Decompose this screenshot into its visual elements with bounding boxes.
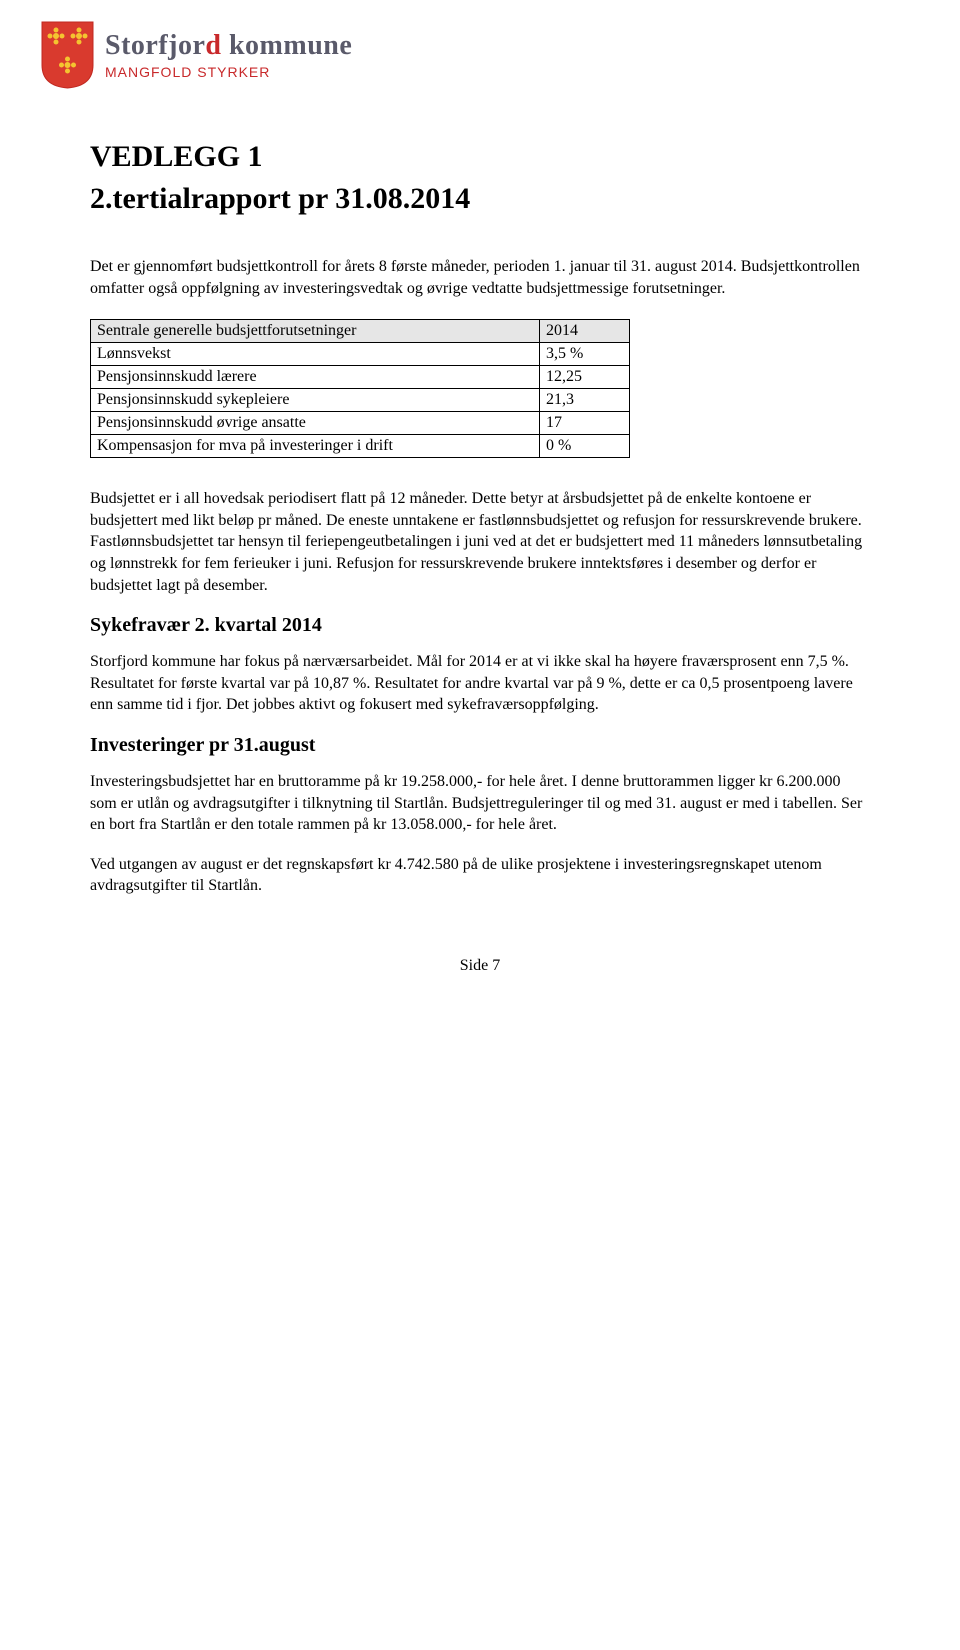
- org-name-part-b: kommune: [221, 30, 352, 61]
- table-cell-label: Pensjonsinnskudd lærere: [91, 366, 540, 389]
- table-header-row: Sentrale generelle budsjettforutsetninge…: [91, 320, 630, 343]
- table-cell-value: 0 %: [540, 435, 630, 458]
- sykefravaer-paragraph: Storfjord kommune har fokus på nærværsar…: [90, 651, 870, 716]
- table-header-label: Sentrale generelle budsjettforutsetninge…: [91, 320, 540, 343]
- heading-tertial: 2.tertialrapport pr 31.08.2014: [90, 182, 870, 216]
- intro-paragraph: Det er gjennomført budsjettkontroll for …: [90, 256, 870, 299]
- table-cell-value: 21,3: [540, 389, 630, 412]
- table-cell-label: Pensjonsinnskudd sykepleiere: [91, 389, 540, 412]
- table-row: Pensjonsinnskudd sykepleiere 21,3: [91, 389, 630, 412]
- logo-area: Storfjord kommune MANGFOLD STYRKER: [40, 20, 870, 90]
- heading-vedlegg: VEDLEGG 1: [90, 140, 870, 174]
- org-tagline: MANGFOLD STYRKER: [105, 64, 352, 80]
- invest-paragraph-1: Investeringsbudsjettet har en bruttoramm…: [90, 771, 870, 836]
- table-cell-label: Kompensasjon for mva på investeringer i …: [91, 435, 540, 458]
- heading-sykefravaer: Sykefravær 2. kvartal 2014: [90, 614, 870, 637]
- table-row: Pensjonsinnskudd lærere 12,25: [91, 366, 630, 389]
- table-cell-label: Pensjonsinnskudd øvrige ansatte: [91, 412, 540, 435]
- table-cell-value: 3,5 %: [540, 343, 630, 366]
- table-row: Pensjonsinnskudd øvrige ansatte 17: [91, 412, 630, 435]
- budget-paragraph: Budsjettet er i all hovedsak periodisert…: [90, 488, 870, 596]
- table-row: Lønnsvekst 3,5 %: [91, 343, 630, 366]
- page-footer: Side 7: [90, 957, 870, 975]
- slash-icon: d: [205, 30, 221, 61]
- org-name: Storfjord kommune: [105, 30, 352, 62]
- org-name-part-a: Storfjor: [105, 30, 205, 61]
- table-row: Kompensasjon for mva på investeringer i …: [91, 435, 630, 458]
- table-cell-value: 17: [540, 412, 630, 435]
- municipal-crest-icon: [40, 20, 95, 90]
- heading-investeringer: Investeringer pr 31.august: [90, 734, 870, 757]
- invest-paragraph-2: Ved utgangen av august er det regnskapsf…: [90, 854, 870, 897]
- table-header-year: 2014: [540, 320, 630, 343]
- page: Storfjord kommune MANGFOLD STYRKER VEDLE…: [0, 0, 960, 1005]
- logo-text: Storfjord kommune MANGFOLD STYRKER: [105, 30, 352, 80]
- table-cell-value: 12,25: [540, 366, 630, 389]
- budget-table: Sentrale generelle budsjettforutsetninge…: [90, 319, 630, 458]
- table-cell-label: Lønnsvekst: [91, 343, 540, 366]
